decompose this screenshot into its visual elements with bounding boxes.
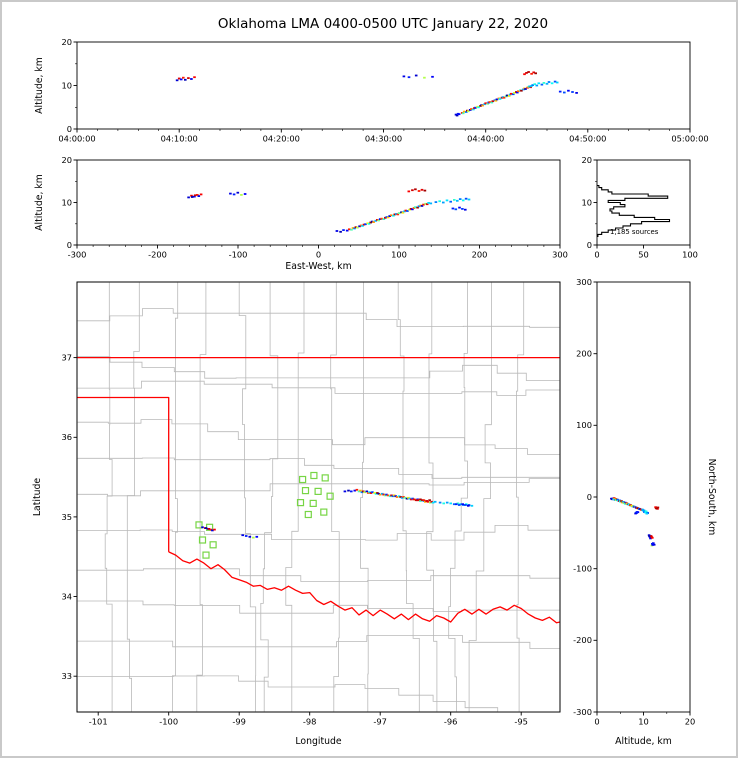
svg-text:100: 100	[391, 250, 407, 260]
svg-text:33: 33	[61, 671, 72, 681]
figure-title: Oklahoma LMA 0400-0500 UTC January 22, 2…	[218, 16, 548, 32]
svg-text:-200: -200	[573, 635, 592, 645]
svg-text:-97: -97	[373, 717, 387, 727]
svg-text:-101: -101	[89, 717, 108, 727]
svg-text:0: 0	[594, 250, 599, 260]
svg-text:05:00:00: 05:00:00	[671, 134, 708, 144]
svg-text:35: 35	[61, 512, 72, 522]
time-panel-ylabel: Altitude, km	[34, 57, 45, 114]
svg-text:-100: -100	[159, 717, 178, 727]
svg-text:-300: -300	[68, 250, 87, 260]
ew-panel-xlabel: East-West, km	[285, 261, 351, 272]
svg-text:100: 100	[682, 250, 698, 260]
svg-text:10: 10	[581, 197, 592, 207]
svg-text:0: 0	[594, 717, 599, 727]
svg-text:04:50:00: 04:50:00	[569, 134, 606, 144]
svg-text:300: 300	[576, 277, 592, 287]
svg-text:10: 10	[638, 717, 649, 727]
svg-text:50: 50	[638, 250, 649, 260]
ew-panel-ylabel: Altitude, km	[34, 174, 45, 231]
svg-text:04:00:00: 04:00:00	[58, 134, 95, 144]
svg-text:04:40:00: 04:40:00	[467, 134, 504, 144]
north-south-height-panel: 0 10 20 -300 -200 -100 0 100 200 300	[573, 277, 695, 727]
altitude-histogram-panel: 0 50 100 0 10 20	[581, 155, 697, 260]
svg-text:0: 0	[587, 240, 592, 250]
svg-text:10: 10	[61, 80, 72, 90]
svg-text:200: 200	[576, 349, 592, 359]
svg-text:100: 100	[576, 420, 592, 430]
svg-text:-100: -100	[229, 250, 248, 260]
svg-text:300: 300	[552, 250, 568, 260]
svg-text:20: 20	[61, 37, 72, 47]
ns-panel-xlabel: Altitude, km	[615, 736, 672, 747]
svg-text:-100: -100	[573, 564, 592, 574]
svg-text:-96: -96	[444, 717, 458, 727]
svg-text:-95: -95	[514, 717, 528, 727]
svg-text:10: 10	[61, 197, 72, 207]
svg-text:20: 20	[685, 717, 696, 727]
svg-text:37: 37	[61, 353, 72, 363]
svg-text:0: 0	[587, 492, 592, 502]
source-count-annotation: 1,185 sources	[610, 228, 659, 236]
svg-text:04:10:00: 04:10:00	[161, 134, 198, 144]
svg-text:-300: -300	[573, 707, 592, 717]
svg-text:-99: -99	[232, 717, 246, 727]
svg-text:20: 20	[581, 155, 592, 165]
plan-view-map-panel: -101 -100 -99 -98 -97 -96 -95 33 34 35 36 37	[61, 281, 561, 727]
svg-text:0: 0	[67, 240, 72, 250]
east-west-height-panel: -300 -200 -100 0 100 200 300 0 10 20	[61, 155, 567, 260]
svg-text:20: 20	[61, 155, 72, 165]
time-height-panel: 04:00:00 04:10:00 04:20:00 04:30:00 04:40:00…	[58, 37, 708, 144]
svg-text:04:20:00: 04:20:00	[263, 134, 300, 144]
svg-text:34: 34	[61, 591, 72, 601]
map-ylabel: Latitude	[32, 478, 43, 517]
map-xlabel: Longitude	[295, 736, 342, 747]
svg-text:-200: -200	[148, 250, 167, 260]
svg-text:-98: -98	[303, 717, 317, 727]
svg-text:36: 36	[61, 432, 72, 442]
svg-text:200: 200	[472, 250, 488, 260]
svg-text:04:30:00: 04:30:00	[365, 134, 402, 144]
svg-text:0: 0	[67, 124, 72, 134]
svg-text:0: 0	[316, 250, 321, 260]
ns-panel-ylabel: North-South, km	[706, 459, 717, 536]
